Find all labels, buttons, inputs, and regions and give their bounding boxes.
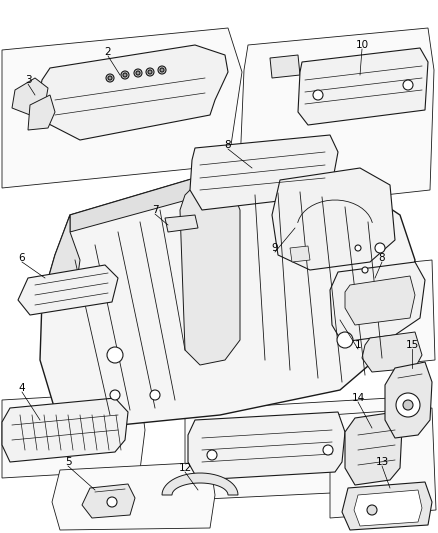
Circle shape: [107, 347, 123, 363]
Polygon shape: [38, 45, 228, 140]
Polygon shape: [52, 462, 215, 530]
Text: 4: 4: [19, 383, 25, 393]
Circle shape: [396, 393, 420, 417]
Polygon shape: [362, 332, 422, 372]
Polygon shape: [180, 175, 240, 365]
Circle shape: [108, 76, 112, 80]
Circle shape: [323, 445, 333, 455]
Circle shape: [160, 68, 164, 72]
Polygon shape: [290, 246, 310, 262]
Polygon shape: [2, 28, 242, 188]
Polygon shape: [330, 408, 436, 518]
Text: 5: 5: [65, 457, 71, 467]
Circle shape: [313, 90, 323, 100]
Text: 7: 7: [152, 205, 158, 215]
Circle shape: [106, 74, 114, 82]
Circle shape: [362, 267, 368, 273]
Text: 15: 15: [406, 340, 419, 350]
Circle shape: [207, 450, 217, 460]
Polygon shape: [40, 170, 415, 425]
Polygon shape: [330, 260, 435, 370]
Polygon shape: [18, 265, 118, 315]
Circle shape: [337, 332, 353, 348]
Circle shape: [148, 70, 152, 74]
Text: 3: 3: [25, 75, 31, 85]
Circle shape: [403, 400, 413, 410]
Circle shape: [110, 390, 120, 400]
Circle shape: [123, 73, 127, 77]
Circle shape: [134, 69, 142, 77]
Polygon shape: [345, 276, 415, 325]
Polygon shape: [2, 392, 145, 478]
Circle shape: [146, 68, 154, 76]
Text: 6: 6: [19, 253, 25, 263]
Circle shape: [367, 505, 377, 515]
Circle shape: [107, 497, 117, 507]
Polygon shape: [12, 78, 48, 115]
Circle shape: [136, 71, 140, 75]
Polygon shape: [190, 135, 338, 210]
Text: 2: 2: [105, 47, 111, 57]
Circle shape: [150, 390, 160, 400]
Text: 9: 9: [272, 243, 278, 253]
Polygon shape: [270, 55, 300, 78]
Text: 13: 13: [375, 457, 389, 467]
Text: 8: 8: [225, 140, 231, 150]
Polygon shape: [330, 262, 425, 342]
Polygon shape: [385, 362, 432, 438]
Polygon shape: [82, 484, 135, 518]
Polygon shape: [42, 215, 80, 310]
Circle shape: [372, 289, 378, 295]
Text: 12: 12: [178, 463, 192, 473]
Text: 8: 8: [379, 253, 385, 263]
Text: 14: 14: [351, 393, 364, 403]
Circle shape: [403, 80, 413, 90]
Text: 1: 1: [355, 340, 361, 350]
Polygon shape: [345, 412, 402, 485]
Polygon shape: [70, 170, 355, 232]
Polygon shape: [165, 215, 198, 232]
Polygon shape: [185, 398, 394, 500]
Polygon shape: [354, 490, 422, 526]
Polygon shape: [240, 28, 434, 210]
Polygon shape: [28, 95, 55, 130]
Polygon shape: [2, 398, 128, 462]
Circle shape: [158, 66, 166, 74]
Polygon shape: [162, 473, 238, 495]
Polygon shape: [342, 482, 432, 530]
Polygon shape: [272, 168, 395, 270]
Text: 10: 10: [356, 40, 368, 50]
Polygon shape: [188, 412, 345, 480]
Circle shape: [121, 71, 129, 79]
Circle shape: [375, 243, 385, 253]
Polygon shape: [298, 48, 428, 125]
Circle shape: [355, 245, 361, 251]
